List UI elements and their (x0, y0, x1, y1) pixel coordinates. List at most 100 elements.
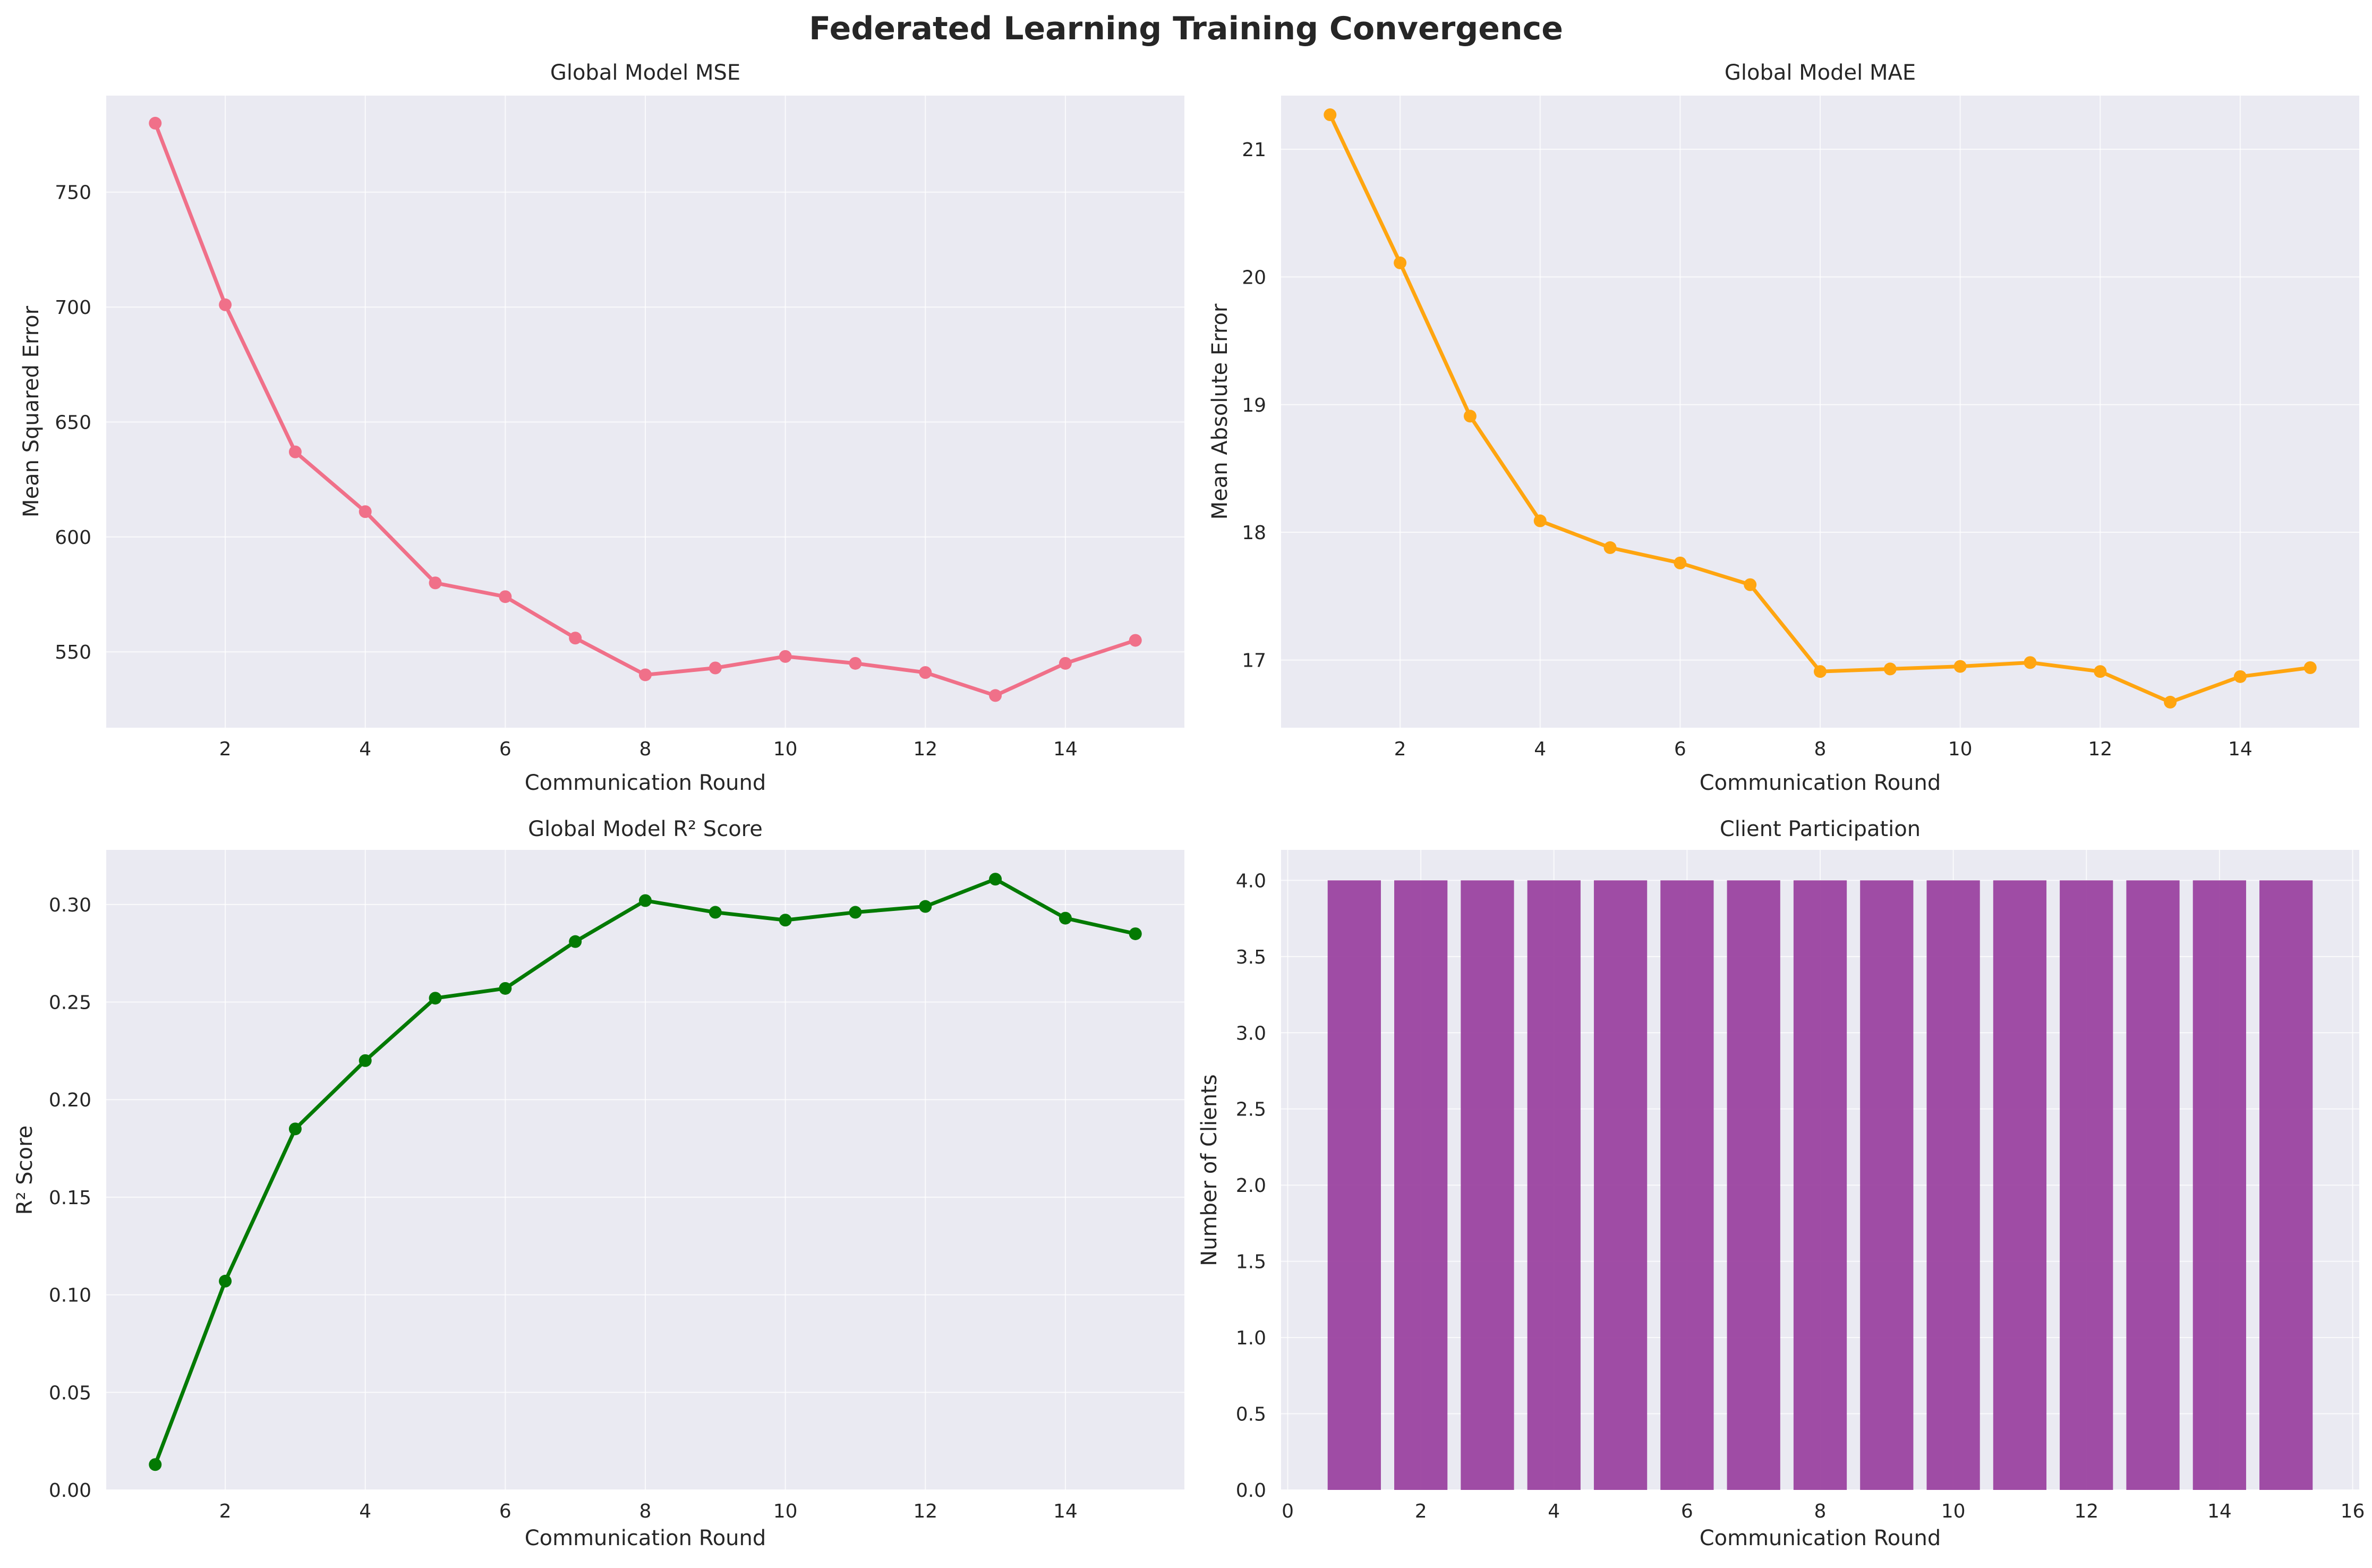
bar (1993, 880, 2047, 1490)
data-point (219, 298, 232, 311)
chart-clients-title: Client Participation (1720, 817, 1921, 841)
data-point (149, 116, 162, 130)
x-tick-label: 12 (913, 738, 937, 760)
chart-mae-title: Global Model MAE (1725, 61, 1916, 85)
data-point (1814, 665, 1827, 678)
y-tick-label: 550 (55, 642, 91, 663)
data-point (359, 505, 372, 518)
x-tick-label: 8 (639, 1501, 652, 1522)
bar (1793, 880, 1847, 1490)
y-tick-label: 18 (1242, 522, 1266, 544)
y-tick-label: 650 (55, 412, 91, 433)
x-tick-label: 10 (1948, 738, 1973, 760)
x-tick-label: 4 (1534, 738, 1546, 760)
y-tick-label: 21 (1242, 139, 1266, 161)
data-point (849, 657, 862, 670)
y-tick-label: 2.0 (1236, 1175, 1266, 1197)
x-tick-label: 2 (219, 1501, 232, 1522)
y-tick-label: 0.0 (1236, 1480, 1266, 1502)
x-tick-label: 14 (2228, 738, 2252, 760)
bar (1327, 880, 1381, 1490)
data-point (1463, 410, 1477, 423)
data-point (849, 906, 862, 919)
data-point (2094, 665, 2107, 678)
bar (2126, 880, 2180, 1490)
data-point (709, 661, 722, 675)
x-tick-label: 6 (499, 738, 511, 760)
data-point (499, 982, 512, 995)
x-tick-label: 16 (2341, 1501, 2365, 1522)
x-tick-label: 10 (773, 1501, 798, 1522)
data-point (288, 1122, 302, 1136)
data-point (1533, 514, 1547, 527)
y-tick-label: 0.30 (49, 894, 91, 916)
data-point (2024, 656, 2037, 669)
y-tick-label: 0.15 (49, 1187, 91, 1209)
x-tick-label: 10 (773, 738, 798, 760)
bar (1394, 880, 1448, 1490)
y-tick-label: 0.05 (49, 1382, 91, 1404)
chart-mse: 2 4 6 8 10 12 14 550 600 650 700 750 Global Model M… (19, 61, 1184, 795)
data-point (429, 576, 442, 590)
bar (1527, 880, 1581, 1490)
chart-clients: 0 2 4 6 8 10 12 14 16 0.0 0.5 1.0 1.5 2.0 2.5 3.0 3.5 4.0… (1197, 817, 2365, 1550)
x-tick-label: 4 (1548, 1501, 1560, 1522)
chart-clients-xlabel: Communication Round (1700, 1526, 1941, 1550)
data-point (1394, 256, 1407, 269)
data-point (569, 935, 582, 948)
data-point (989, 689, 1002, 702)
x-tick-label: 10 (1941, 1501, 1966, 1522)
data-point (1953, 660, 1967, 673)
y-tick-label: 0.20 (49, 1089, 91, 1111)
data-point (1674, 556, 1687, 569)
figure-title: Federated Learning Training Convergence (809, 10, 1563, 47)
y-tick-label: 17 (1242, 650, 1266, 672)
x-tick-label: 12 (913, 1501, 937, 1522)
x-tick-label: 8 (1814, 1501, 1827, 1522)
y-tick-label: 0.10 (49, 1285, 91, 1307)
data-point (429, 992, 442, 1005)
chart-mse-title: Global Model MSE (550, 61, 740, 85)
y-tick-label: 700 (55, 297, 91, 319)
chart-r2-title: Global Model R² Score (528, 817, 763, 841)
x-tick-label: 14 (1053, 1501, 1078, 1522)
x-tick-label: 14 (1053, 738, 1078, 760)
bar (2259, 880, 2313, 1490)
data-point (1129, 634, 1142, 647)
y-tick-label: 1.0 (1236, 1327, 1266, 1349)
data-point (499, 590, 512, 603)
y-tick-label: 3.0 (1236, 1022, 1266, 1044)
x-tick-label: 6 (1681, 1501, 1693, 1522)
chart-r2-ylabel: R² Score (13, 1126, 37, 1215)
x-tick-label: 4 (359, 1501, 371, 1522)
chart-mae-xlabel: Communication Round (1700, 771, 1941, 795)
data-point (149, 1458, 162, 1471)
data-point (639, 668, 652, 681)
chart-clients-ylabel: Number of Clients (1197, 1074, 1222, 1266)
y-tick-label: 600 (55, 527, 91, 549)
y-tick-label: 0.00 (49, 1480, 91, 1502)
x-tick-label: 6 (499, 1501, 511, 1522)
data-point (989, 873, 1002, 886)
x-tick-label: 8 (1814, 738, 1827, 760)
y-tick-label: 0.25 (49, 992, 91, 1014)
data-point (919, 666, 932, 679)
data-point (1129, 927, 1142, 940)
data-point (288, 445, 302, 458)
y-tick-label: 19 (1242, 395, 1266, 416)
data-point (1603, 541, 1617, 555)
chart-mae-ylabel: Mean Absolute Error (1208, 303, 1232, 519)
data-point (2303, 661, 2317, 675)
data-point (1059, 911, 1072, 925)
bar (1727, 880, 1780, 1490)
bar (2060, 880, 2113, 1490)
bar (1660, 880, 1714, 1490)
x-tick-label: 12 (2088, 738, 2112, 760)
bar (1860, 880, 1914, 1490)
data-point (709, 906, 722, 919)
y-tick-label: 3.5 (1236, 947, 1266, 968)
bar (1461, 880, 1514, 1490)
x-tick-label: 4 (359, 738, 371, 760)
data-point (639, 894, 652, 907)
y-tick-label: 750 (55, 182, 91, 204)
